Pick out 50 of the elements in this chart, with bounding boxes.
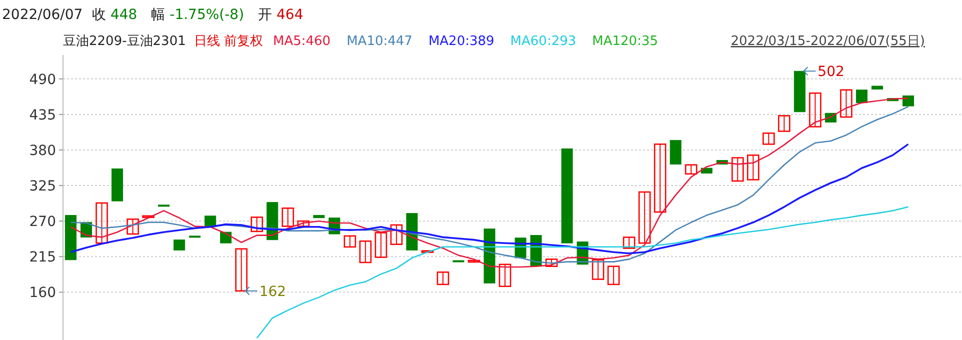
candlestick xyxy=(282,208,294,227)
candlestick xyxy=(126,218,139,235)
chart-subtitle: 豆油2209-豆油2301 xyxy=(63,34,186,49)
y-tick-label: 270 xyxy=(29,214,56,230)
note: 162 xyxy=(244,284,286,300)
candlestick xyxy=(592,259,604,280)
y-tick-label: 215 xyxy=(29,250,56,266)
candlestick xyxy=(436,271,450,286)
candlestick xyxy=(235,248,248,292)
text: 日线 前复权 xyxy=(194,34,263,49)
candlestick xyxy=(374,232,388,258)
chart-title: 2022/06/07 xyxy=(2,7,83,23)
candlestick xyxy=(762,132,775,145)
candlestick xyxy=(902,95,914,107)
y-tick-label: 325 xyxy=(29,178,56,195)
y-tick-label: 490 xyxy=(29,72,56,88)
candlestick xyxy=(359,240,372,264)
candlestick xyxy=(638,191,651,244)
text: MA20:389 xyxy=(428,34,494,49)
candlestick xyxy=(684,164,698,175)
text: MA10:447 xyxy=(346,34,412,49)
candlestick xyxy=(96,202,108,244)
candlestick xyxy=(390,224,403,246)
text: MA5:460 xyxy=(273,34,331,49)
text: 幅 -1.75%(-8) xyxy=(151,7,244,23)
candlestick xyxy=(174,239,186,251)
annotation: 162 xyxy=(259,284,286,300)
candlestick xyxy=(622,236,636,249)
candlestick xyxy=(856,89,868,104)
text: 收 448 xyxy=(92,7,138,23)
text: MA60:293 xyxy=(510,34,576,49)
candlestick xyxy=(731,157,744,182)
y-tick-label: 380 xyxy=(29,143,56,159)
note: 502 xyxy=(802,64,844,80)
text: 开 464 xyxy=(258,7,304,23)
candlestick xyxy=(654,144,666,213)
candlestick xyxy=(747,154,760,180)
candlestick xyxy=(498,264,512,288)
candlestick xyxy=(607,266,620,286)
text: 2022/03/15-2022/06/07(55日) xyxy=(730,34,925,49)
candlestick xyxy=(670,140,682,165)
y-tick-label: 435 xyxy=(29,107,56,124)
annotation: 502 xyxy=(818,64,844,80)
candlestick xyxy=(250,216,264,232)
y-tick-label: 160 xyxy=(29,285,56,302)
legend-label: MA120:35 xyxy=(592,34,658,49)
candlestick xyxy=(840,89,852,118)
candlestick xyxy=(809,92,822,128)
candlestick xyxy=(778,115,790,132)
candlestick xyxy=(344,235,356,248)
